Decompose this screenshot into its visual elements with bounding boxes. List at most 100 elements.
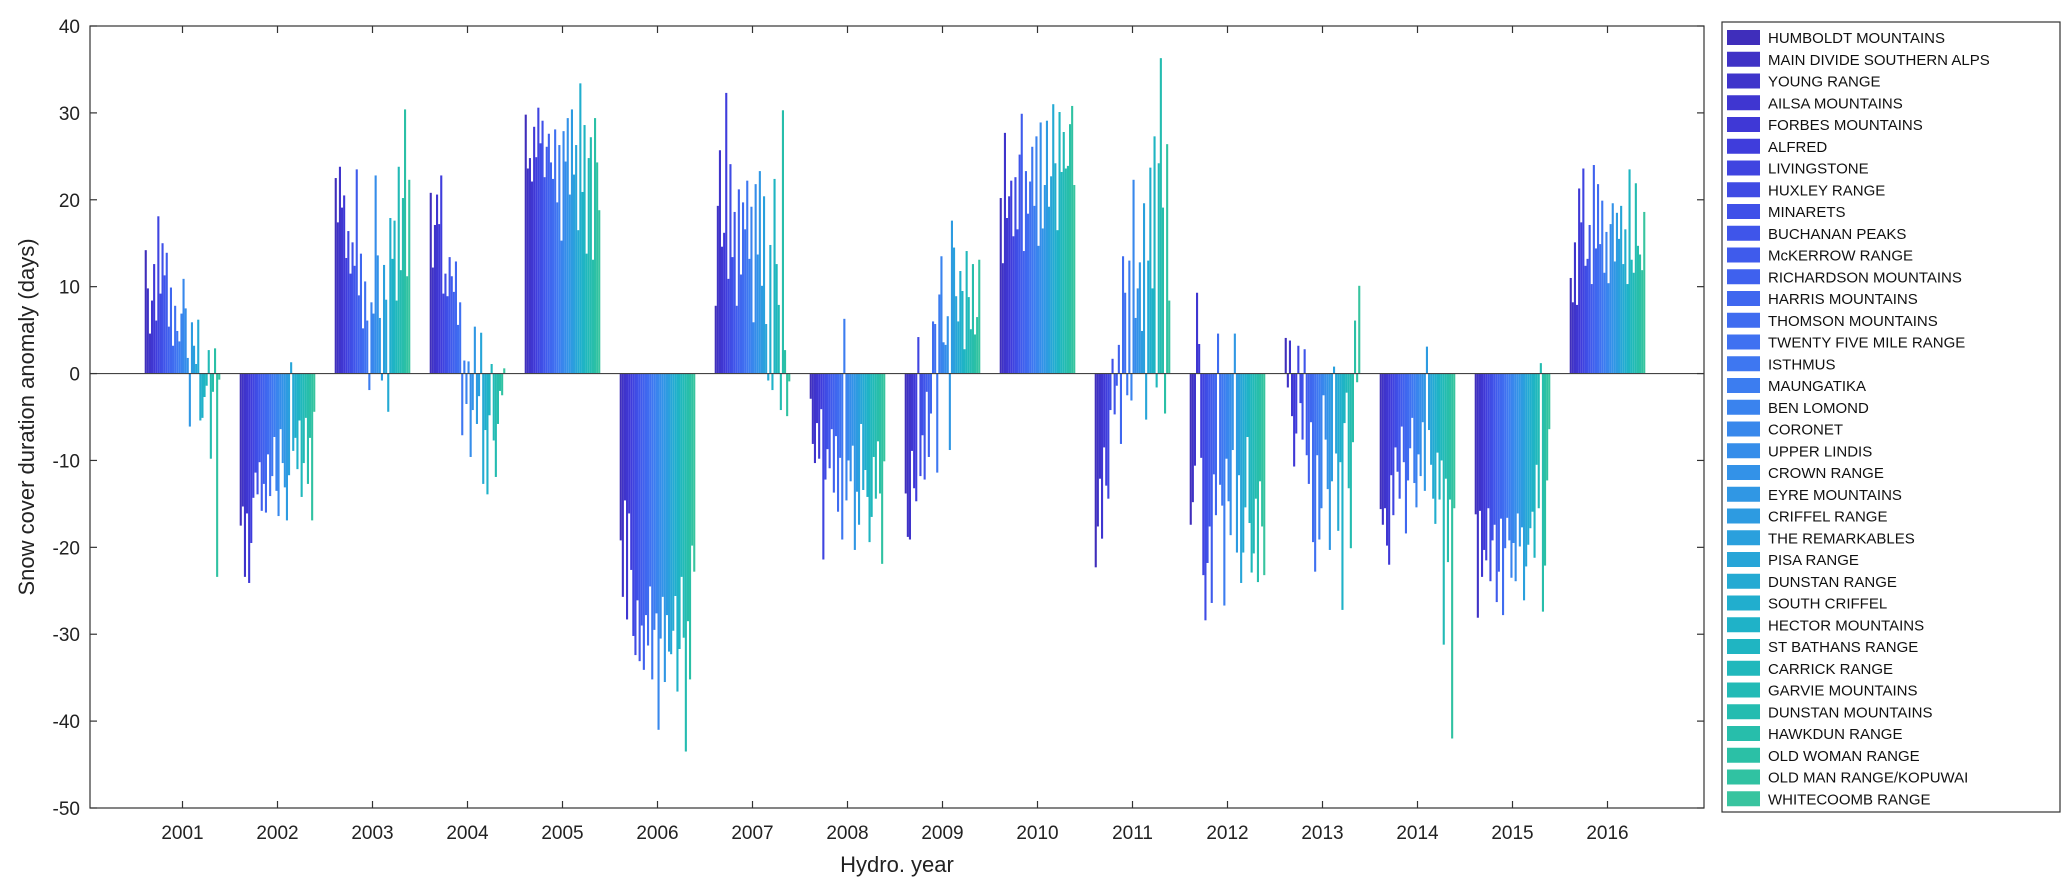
bar <box>554 129 557 374</box>
bar <box>1351 373 1354 443</box>
bar <box>1261 373 1264 527</box>
bar <box>1134 317 1137 374</box>
bar <box>478 373 481 397</box>
bar <box>1428 373 1431 431</box>
bar <box>788 373 791 382</box>
bar <box>290 362 293 374</box>
bar <box>1126 373 1129 396</box>
bar <box>651 373 654 680</box>
bar <box>1478 373 1481 511</box>
bar <box>1506 373 1509 518</box>
bar <box>737 189 740 374</box>
legend-label: PISA RANGE <box>1768 552 1859 569</box>
bar <box>444 273 447 374</box>
bar <box>372 313 375 374</box>
bar <box>1212 373 1215 475</box>
bar <box>1299 373 1302 404</box>
legend-label: WHITECOOMB RANGE <box>1768 791 1931 808</box>
bar <box>351 242 354 374</box>
bar <box>564 161 567 374</box>
bar <box>288 373 291 476</box>
bar <box>1060 171 1063 374</box>
bar <box>271 373 274 477</box>
bar <box>570 109 573 374</box>
legend-label: YOUNG RANGE <box>1768 74 1881 91</box>
bar <box>742 202 745 374</box>
bar <box>492 373 495 441</box>
bar <box>1582 168 1585 374</box>
bar <box>876 373 879 442</box>
x-tick-label: 2013 <box>1301 823 1343 844</box>
y-tick-label: -20 <box>53 538 80 559</box>
bar <box>262 373 265 484</box>
bar <box>1404 373 1407 534</box>
bar <box>304 373 307 418</box>
legend-item: YOUNG RANGE <box>1727 73 1881 91</box>
bar <box>1189 373 1192 525</box>
y-tick-label: 0 <box>69 365 80 386</box>
bar <box>1052 104 1055 374</box>
bar <box>594 118 597 374</box>
legend-swatch <box>1727 617 1760 633</box>
x-tick-label: 2009 <box>921 823 963 844</box>
bar <box>923 373 926 480</box>
bar <box>499 373 502 391</box>
bar <box>1198 344 1201 374</box>
y-tick-label: -50 <box>53 799 80 820</box>
legend-swatch <box>1727 204 1760 219</box>
bar <box>589 137 592 374</box>
legend-item: BEN LOMOND <box>1727 399 1869 417</box>
bar <box>277 373 280 517</box>
legend-swatch <box>1727 117 1760 132</box>
bar <box>1035 136 1038 374</box>
bar <box>1525 373 1528 567</box>
bar <box>355 169 358 374</box>
bar <box>1217 333 1220 374</box>
bar <box>1064 168 1067 374</box>
x-tick-label: 2007 <box>731 823 773 844</box>
bar <box>1309 373 1312 423</box>
x-tick-label: 2001 <box>161 823 203 844</box>
bar <box>729 164 732 374</box>
bar <box>959 271 962 374</box>
bar <box>309 373 312 438</box>
bar <box>837 373 840 512</box>
legend-label: SOUTH CRIFFEL <box>1768 596 1887 613</box>
legend-label: UPPER LINDIS <box>1768 443 1872 460</box>
legend-label: CROWN RANGE <box>1768 465 1884 482</box>
bar <box>374 175 377 374</box>
bar <box>1578 188 1581 374</box>
x-tick-label: 2016 <box>1586 823 1628 844</box>
bar <box>1301 373 1304 440</box>
bar <box>1164 373 1167 414</box>
bar <box>1590 284 1593 374</box>
legend-label: DUNSTAN RANGE <box>1768 574 1897 591</box>
bar <box>883 373 886 462</box>
bar <box>1476 373 1479 618</box>
bar <box>1580 222 1583 374</box>
legend-item: HECTOR MOUNTAINS <box>1727 617 1924 634</box>
bar <box>1242 373 1245 553</box>
legend-label: THE REMARKABLES <box>1768 530 1915 547</box>
bar <box>1527 373 1530 545</box>
legend-label: THOMSON MOUNTAINS <box>1768 313 1938 330</box>
bar <box>1252 373 1255 554</box>
bar <box>661 373 664 597</box>
bar <box>976 317 979 374</box>
bar <box>1136 288 1139 374</box>
bar <box>820 373 823 410</box>
bar <box>746 180 749 374</box>
bar <box>839 373 842 458</box>
bar <box>1119 373 1122 444</box>
bar <box>655 373 658 614</box>
bar <box>1624 229 1627 374</box>
bar <box>1423 373 1426 491</box>
legend-items: HUMBOLDT MOUNTAINS MAIN DIVIDE SOUTHERN A… <box>1727 30 1990 808</box>
bar <box>816 373 819 424</box>
bar <box>1539 363 1542 374</box>
legend-item: ST BATHANS RANGE <box>1727 639 1918 656</box>
bar <box>353 265 356 374</box>
legend-item: CARRICK RANGE <box>1727 660 1893 678</box>
bar <box>1096 373 1099 527</box>
legend-item: HAWKDUN RANGE <box>1727 726 1902 743</box>
